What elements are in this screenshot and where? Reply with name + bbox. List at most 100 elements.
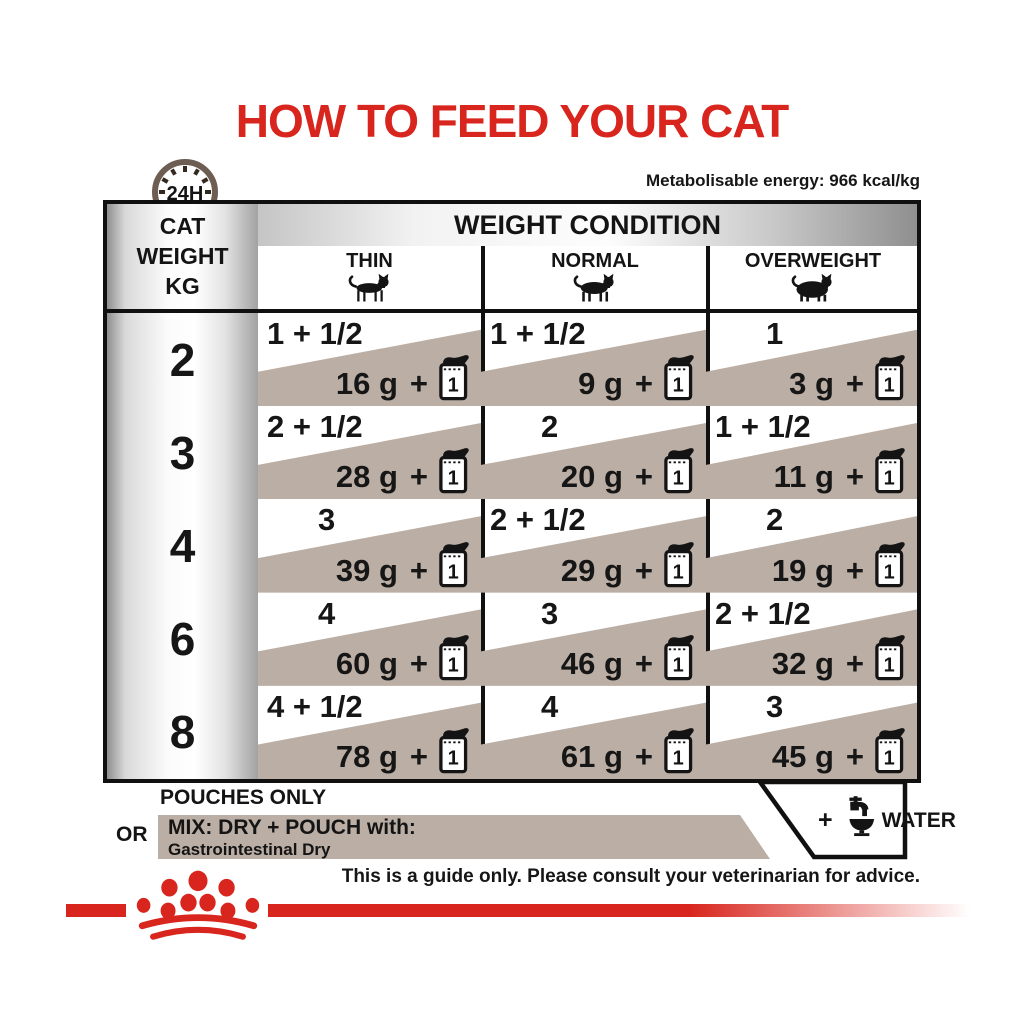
column-header-normal: NORMAL (484, 246, 706, 309)
pouches-only-count: 1 + 1/2 (267, 316, 363, 351)
pouch-icon: 1 (664, 541, 694, 587)
dry-grams: 29 g (560, 552, 623, 588)
pouches-only-count: 2 + 1/2 (267, 409, 363, 445)
plus-sign: + (818, 806, 833, 834)
plus-sign: + (409, 552, 428, 588)
svg-text:1: 1 (673, 748, 684, 770)
svg-text:1: 1 (673, 654, 684, 676)
feeding-cell-overweight: 2 19 g + 1 (706, 499, 917, 593)
dry-grams: 46 g (560, 645, 623, 681)
pouch-icon: 1 (875, 541, 905, 587)
column-label-thin: THIN (346, 250, 393, 272)
page-title: HOW TO FEED YOUR CAT (235, 95, 789, 147)
or-label: OR (116, 823, 148, 846)
water-label: WATER (881, 808, 956, 832)
water-callout-box (750, 779, 910, 861)
dry-plus-pouch-amount: 3 g + 1 (789, 354, 909, 402)
dry-grams: 78 g (335, 739, 398, 775)
feeding-cell-thin: 4 60 g + 1 (258, 593, 481, 686)
pouch-icon: 1 (875, 448, 905, 494)
weight-value: 2 (169, 333, 196, 386)
dry-plus-pouch-amount: 16 g + 1 (336, 354, 473, 402)
pouches-only-count: 1 + 1/2 (490, 316, 586, 351)
feeding-cell-thin: 4 + 1/2 78 g + 1 (258, 686, 481, 780)
column-label-normal: NORMAL (551, 250, 639, 272)
dry-plus-pouch-amount: 61 g + 1 (561, 727, 698, 775)
energy-note: Metabolisable energy: 966 kcal/kg (645, 171, 920, 190)
pouches-only-count: 1 + 1/2 (715, 409, 811, 445)
svg-text:1: 1 (448, 748, 459, 770)
pouch-icon: 1 (664, 448, 694, 494)
table-row: 6 4 60 g + 1 3 46 g + 1 2 + 1/2 32 g + 1 (107, 593, 917, 686)
plus-sign: + (845, 739, 864, 775)
overweight-cat-icon (786, 273, 840, 308)
column-separator (481, 246, 485, 779)
brand-red-line-fade (268, 904, 992, 917)
dry-plus-pouch-amount: 9 g + 1 (578, 354, 698, 402)
svg-text:1: 1 (884, 375, 895, 397)
dry-plus-pouch-amount: 11 g + 1 (774, 447, 909, 495)
weight-value: 3 (169, 426, 196, 479)
dry-plus-pouch-amount: 20 g + 1 (561, 447, 698, 495)
dry-grams: 19 g (771, 552, 834, 588)
table-row: 4 3 39 g + 1 2 + 1/2 29 g + 1 2 19 g + 1 (107, 499, 917, 593)
pouch-icon: 1 (664, 728, 694, 774)
clock-24h-label: 24H (167, 183, 204, 205)
feeding-cell-thin: 2 + 1/2 28 g + 1 (258, 406, 481, 500)
pouches-only-count: 2 (541, 409, 559, 445)
dry-plus-pouch-amount: 78 g + 1 (336, 727, 473, 775)
plus-sign: + (409, 366, 428, 402)
column-header-thin: THIN (258, 246, 481, 309)
svg-text:1: 1 (673, 375, 684, 397)
dry-plus-pouch-amount: 19 g + 1 (772, 541, 909, 589)
pouch-icon: 1 (439, 448, 469, 494)
feeding-cell-overweight: 1 + 1/2 11 g + 1 (706, 406, 917, 500)
pouches-only-count: 4 (318, 595, 336, 631)
dry-grams: 32 g (771, 645, 834, 681)
pouch-icon: 1 (875, 634, 905, 681)
plus-sign: + (845, 459, 864, 495)
pouch-icon: 1 (439, 728, 469, 774)
svg-text:1: 1 (884, 468, 895, 490)
royal-canin-crown-logo (130, 868, 266, 940)
table-row: 8 4 + 1/2 78 g + 1 4 61 g + 1 3 45 g + 1 (107, 686, 917, 780)
svg-text:1: 1 (884, 748, 895, 770)
pouch-icon: 1 (439, 541, 469, 587)
plus-sign: + (845, 645, 864, 681)
pouches-only-count: 2 (766, 502, 784, 538)
pouches-only-count: 2 + 1/2 (715, 595, 811, 631)
svg-text:1: 1 (448, 375, 459, 397)
dry-plus-pouch-amount: 45 g + 1 (772, 727, 909, 775)
svg-text:1: 1 (448, 468, 459, 490)
pouch-icon: 1 (875, 728, 905, 774)
pouches-only-count: 4 + 1/2 (267, 688, 363, 724)
plus-sign: + (845, 552, 864, 588)
dry-grams: 3 g (789, 366, 834, 402)
normal-cat-icon (571, 273, 619, 308)
svg-text:1: 1 (448, 654, 459, 676)
pouches-only-count: 4 (541, 688, 559, 724)
feeding-cell-normal: 1 + 1/2 9 g + 1 (481, 313, 706, 407)
weight-value: 4 (169, 520, 196, 572)
cat-weight-kg-line: WEIGHT (136, 242, 229, 269)
dry-grams: 28 g (335, 459, 398, 495)
dry-grams: 61 g (560, 739, 623, 775)
svg-text:1: 1 (448, 561, 459, 583)
header-divider-line (107, 309, 917, 313)
cat-weight-kg-label: CAT WEIGHT KG (107, 212, 258, 302)
cat-weight-column-background (107, 204, 258, 779)
pouches-only-label: POUCHES ONLY (160, 786, 327, 809)
pouches-only-count: 3 (541, 595, 559, 631)
plus-sign: + (409, 459, 428, 495)
feeding-cell-overweight: 2 + 1/2 32 g + 1 (706, 593, 917, 686)
plus-sign: + (634, 459, 653, 495)
feeding-cell-normal: 2 20 g + 1 (481, 406, 706, 500)
feeding-cell-overweight: 3 45 g + 1 (706, 686, 917, 780)
pouch-icon: 1 (439, 634, 469, 681)
plus-sign: + (409, 645, 428, 681)
pouch-icon: 1 (439, 355, 469, 401)
brand-red-line (66, 904, 126, 917)
water-tap-bowl-icon (838, 795, 876, 846)
